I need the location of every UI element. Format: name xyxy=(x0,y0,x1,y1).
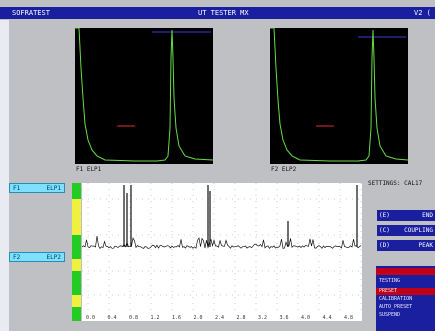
x-tick-label: 4.0 xyxy=(301,315,310,321)
x-tick-label: 4.4 xyxy=(323,315,332,321)
x-tick-label: 3.2 xyxy=(258,315,267,321)
ascan-scope-1-trace xyxy=(75,28,213,162)
status-item-testing[interactable]: TESTING xyxy=(379,278,401,284)
ascan-scope-2[interactable] xyxy=(270,28,408,164)
app-version: V2 ( xyxy=(414,9,431,17)
ascan-scope-1[interactable] xyxy=(75,28,213,164)
menu-text: PEAK xyxy=(418,242,433,249)
ascan-signal xyxy=(75,28,213,162)
x-tick-label: 2.4 xyxy=(215,315,224,321)
menu-text: END xyxy=(422,212,433,219)
settings-label: SETTINGS: CAL17 xyxy=(368,180,423,187)
bscan-strip-chart[interactable]: 0.0 0.4 0.8 1.2 1.6 2.0 2.4 2.8 3.2 3.6 4.0 4.4 4.8 xyxy=(81,183,362,321)
left-window-strip xyxy=(0,20,9,331)
app-title: UT TESTER MX xyxy=(198,9,249,17)
x-tick-label: 1.2 xyxy=(151,315,160,321)
channel-id: F1 xyxy=(13,185,21,192)
chart-color-scale xyxy=(72,183,81,321)
x-tick-label: 1.6 xyxy=(172,315,181,321)
menu-key: (E) xyxy=(379,212,390,219)
bscan-trace xyxy=(81,235,362,250)
status-item-preset[interactable]: PRESET xyxy=(379,288,398,294)
menu-key: (D) xyxy=(379,242,390,249)
bscan-chart-svg: 0.0 0.4 0.8 1.2 1.6 2.0 2.4 2.8 3.2 3.6 4.0 4.4 4.8 xyxy=(81,183,362,321)
channel-button-f2[interactable]: F2 ELP2 xyxy=(9,252,65,262)
ascan-scope-2-trace xyxy=(270,28,408,162)
x-tick-label: 0.8 xyxy=(129,315,138,321)
x-tick-label: 3.6 xyxy=(280,315,289,321)
scope-2-label: F2 ELP2 xyxy=(271,166,297,173)
channel-id: F2 xyxy=(13,254,21,261)
status-item-calibration[interactable]: CALIBRATION xyxy=(379,296,413,302)
menu-item-peak[interactable]: (D) PEAK xyxy=(377,240,435,251)
x-tick-label: 2.8 xyxy=(237,315,246,321)
x-tick-label: 0.4 xyxy=(108,315,117,321)
channel-button-f1[interactable]: F1 ELP1 xyxy=(9,183,65,193)
status-item-auto-preset[interactable]: AUTO_PRESET xyxy=(379,304,413,310)
menu-item-coupling[interactable]: (C) COUPLING xyxy=(377,225,435,236)
scope-1-label: F1 ELP1 xyxy=(76,166,102,173)
status-menu-panel: TESTING PRESET CALIBRATION AUTO_PRESET S… xyxy=(376,266,435,331)
channel-name: ELP2 xyxy=(46,254,61,261)
menu-text: COUPLING xyxy=(404,227,433,234)
channel-name: ELP1 xyxy=(46,185,61,192)
vendor-name: SOFRATEST xyxy=(12,9,50,17)
ascan-signal xyxy=(270,28,408,162)
x-tick-label: 2.0 xyxy=(194,315,203,321)
title-bar: SOFRATEST UT TESTER MX V2 ( xyxy=(0,7,435,19)
menu-item-end[interactable]: (E) END xyxy=(377,210,435,221)
menu-key: (C) xyxy=(379,227,390,234)
x-tick-label: 4.8 xyxy=(344,315,353,321)
status-item-suspend[interactable]: SUSPEND xyxy=(379,312,401,318)
x-tick-label: 0.0 xyxy=(86,315,95,321)
